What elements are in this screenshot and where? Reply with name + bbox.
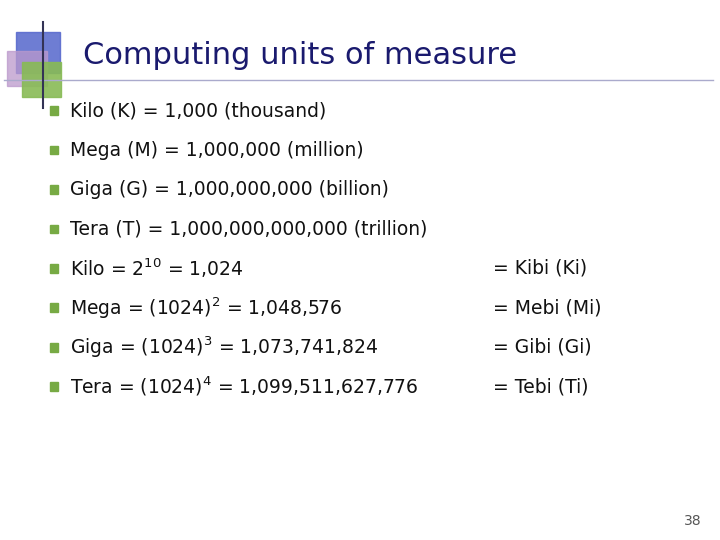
Text: = Kibi (Ki): = Kibi (Ki) bbox=[493, 259, 588, 278]
Text: Tera = (1024)$^{4}$ = 1,099,511,627,776: Tera = (1024)$^{4}$ = 1,099,511,627,776 bbox=[70, 375, 418, 399]
Text: Tera (T) = 1,000,000,000,000 (trillion): Tera (T) = 1,000,000,000,000 (trillion) bbox=[70, 219, 427, 239]
Text: Giga = (1024)$^{3}$ = 1,073,741,824: Giga = (1024)$^{3}$ = 1,073,741,824 bbox=[70, 334, 378, 360]
Text: 38: 38 bbox=[685, 514, 702, 528]
Text: = Gibi (Gi): = Gibi (Gi) bbox=[493, 338, 592, 357]
Text: = Mebi (Mi): = Mebi (Mi) bbox=[493, 298, 602, 318]
Text: Kilo (K) = 1,000 (thousand): Kilo (K) = 1,000 (thousand) bbox=[70, 101, 326, 120]
Text: Computing units of measure: Computing units of measure bbox=[83, 40, 517, 70]
Text: Mega (M) = 1,000,000 (million): Mega (M) = 1,000,000 (million) bbox=[70, 140, 364, 160]
Text: Giga (G) = 1,000,000,000 (billion): Giga (G) = 1,000,000,000 (billion) bbox=[70, 180, 389, 199]
Text: = Tebi (Ti): = Tebi (Ti) bbox=[493, 377, 589, 396]
Text: Kilo = 2$^{10}$ = 1,024: Kilo = 2$^{10}$ = 1,024 bbox=[70, 256, 243, 280]
Text: Mega = (1024)$^{2}$ = 1,048,576: Mega = (1024)$^{2}$ = 1,048,576 bbox=[70, 295, 343, 321]
